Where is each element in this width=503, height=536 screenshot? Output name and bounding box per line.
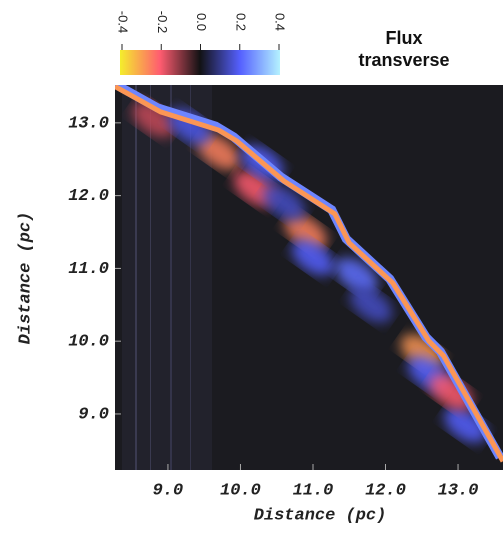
colorbar — [120, 50, 280, 75]
y-tick-label: 9.0 — [78, 405, 109, 424]
x-tick-label: 11.0 — [293, 481, 334, 500]
flux-patch — [335, 257, 378, 294]
colorbar-title: Flux — [385, 28, 422, 48]
y-tick-label: 13.0 — [68, 114, 109, 133]
y-tick-label: 10.0 — [68, 333, 109, 352]
flux-patch — [197, 134, 240, 170]
colorbar-tick-label: 0.0 — [194, 13, 209, 31]
y-axis-label: Distance (pc) — [16, 212, 35, 345]
y-tick-label: 11.0 — [68, 260, 109, 279]
x-tick-label: 13.0 — [438, 481, 479, 500]
flux-patch — [262, 184, 306, 221]
flux-patch — [291, 239, 335, 276]
colorbar-tick-label: -0.4 — [116, 11, 131, 33]
flux-patch — [349, 286, 393, 323]
vertical-streaks — [122, 85, 212, 470]
colorbar-tick-label: 0.2 — [233, 13, 248, 31]
colorbar-tick-label: -0.2 — [155, 11, 170, 33]
flux-patch — [284, 214, 327, 250]
x-axis-label: Distance (pc) — [254, 506, 387, 525]
colorbar-title: transverse — [358, 50, 449, 70]
x-tick-label: 10.0 — [220, 481, 261, 500]
colorbar-tick-label: 0.4 — [273, 13, 288, 31]
plot-area — [115, 85, 503, 463]
x-tick-label: 12.0 — [365, 481, 406, 500]
y-tick-label: 12.0 — [68, 187, 109, 206]
x-tick-label: 9.0 — [153, 481, 184, 500]
front-red — [115, 85, 503, 463]
